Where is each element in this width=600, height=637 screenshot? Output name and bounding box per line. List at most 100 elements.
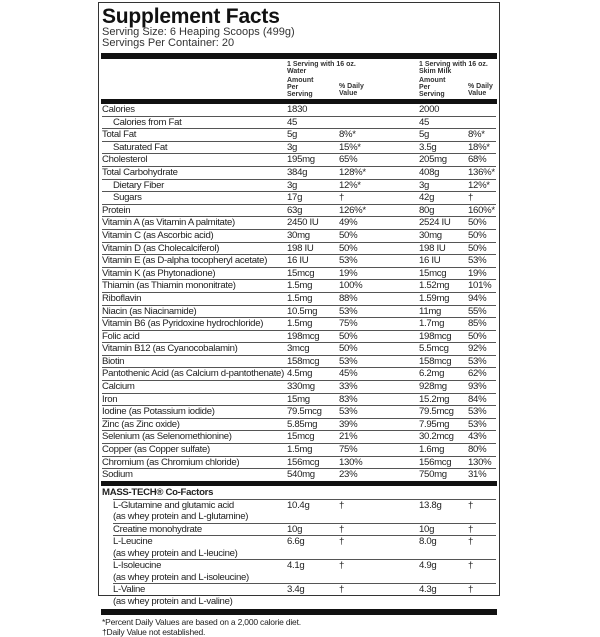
amount-milk: 10g [419, 523, 435, 535]
amount-milk: 13.8g [419, 499, 442, 511]
nutrient-row: Pantothenic Acid (as Calcium d-pantothen… [102, 368, 496, 382]
amount-water: 198 IU [287, 242, 314, 254]
amount-milk: 7.95mg [419, 418, 450, 430]
divider-bar [101, 53, 497, 59]
cofactor-source: (as whey protein and L-isoleucine) [113, 571, 249, 583]
amount-milk: 750mg [419, 469, 447, 481]
dv-water: 100% [339, 280, 363, 292]
nutrient-name: Sodium [102, 469, 133, 481]
amount-milk: 156mcg [419, 456, 452, 468]
dv-milk: 55% [468, 305, 487, 317]
dv-water: 33% [339, 381, 358, 393]
nutrient-name: Thiamin (as Thiamin mononitrate) [102, 280, 236, 292]
cofactor-name: Creatine monohydrate [113, 523, 202, 535]
dv-milk: 136%* [468, 166, 495, 178]
amount-water: 3g [287, 141, 298, 153]
divider-bar [101, 609, 497, 616]
dv-milk: 53% [468, 418, 487, 430]
dv-water: † [339, 536, 345, 548]
nutrient-row: Biotin 158mcg 53% 158mcg 53% [102, 356, 496, 369]
amount-water: 15mg [287, 393, 310, 405]
amount-water: 30mg [287, 229, 310, 241]
nutrient-row: Vitamin A (as Vitamin A palmitate) 2450 I… [102, 217, 496, 230]
dv-water: 49% [339, 217, 358, 229]
nutrient-name: Biotin [102, 355, 125, 367]
nutrient-row: Folic acid 198mcg 50% 198mcg 50% [102, 331, 496, 344]
dv-milk: † [468, 584, 474, 596]
amount-milk: 3g [419, 179, 430, 191]
dv-water: 50% [339, 229, 358, 241]
dv-water: 83% [339, 393, 358, 405]
dv-milk: 8%* [468, 129, 485, 141]
cofactor-row: Creatine monohydrate 10g † 10g † [113, 522, 496, 536]
amount-milk: 1.6mg [419, 444, 445, 456]
amount-milk: 11mg [419, 305, 442, 317]
dv-water: 53% [339, 255, 358, 267]
cofactor-name: L-Isoleucine [113, 560, 162, 572]
amount-header-water: Amount Per Serving [287, 77, 314, 98]
amount-water: 6.6g [287, 536, 305, 548]
amount-water: 384g [287, 166, 308, 178]
cofactor-row: L-Valine (as whey protein and L-valine) 3.… [113, 583, 496, 607]
nutrient-row: Vitamin B12 (as Cyanocobalamin) 3mcg 50% 5.… [102, 343, 496, 356]
amount-water: 540mg [287, 469, 315, 481]
amount-water: 1.5mg [287, 444, 313, 456]
amount-water: 3.4g [287, 584, 305, 596]
dv-water: 45% [339, 368, 358, 380]
dv-water: 50% [339, 330, 358, 342]
footnote-dagger: †Daily Value not established. [102, 627, 206, 637]
dv-milk: 50% [468, 229, 487, 241]
amount-water: 5.85mg [287, 418, 318, 430]
amount-milk: 15.2mg [419, 393, 450, 405]
nutrient-name: Iron [102, 393, 118, 405]
dv-milk: 84% [468, 393, 487, 405]
dv-milk: † [468, 499, 474, 511]
dv-water: † [339, 584, 345, 596]
amount-water: 1.5mg [287, 280, 313, 292]
column-headers: 1 Serving with 16 oz. Water 1 Serving wi… [102, 59, 496, 99]
cofactor-source: (as whey protein and L-valine) [113, 595, 233, 607]
dv-water: † [339, 192, 345, 204]
divider-bar [101, 99, 497, 104]
nutrient-row: Cholesterol 195mg 65% 205mg 68% [102, 154, 496, 167]
amount-water: 1830 [287, 104, 308, 115]
amount-milk: 80g [419, 204, 435, 216]
nutrient-row: Calcium 330mg 33% 928mg 93% [102, 381, 496, 394]
nutrient-name: Saturated Fat [113, 141, 168, 153]
nutrient-row: Calories from Fat 45 45 [102, 117, 496, 130]
amount-milk: 30.2mcg [419, 431, 454, 443]
amount-milk: 15mcg [419, 267, 447, 279]
divider-bar [101, 480, 497, 486]
dv-header-milk: % Daily Value [468, 83, 493, 97]
nutrient-name: Riboflavin [102, 292, 142, 304]
dv-water: 53% [339, 355, 358, 367]
dv-milk: 101% [468, 280, 492, 292]
cofactor-row: L-Leucine (as whey protein and L-leucine)… [113, 535, 496, 559]
amount-milk: 2000 [419, 104, 440, 115]
servings-per-container: Servings Per Container: 20 [102, 37, 235, 49]
dv-water: 21% [339, 431, 358, 443]
dv-header-water: % Daily Value [339, 83, 364, 97]
dv-milk: 53% [468, 355, 487, 367]
dv-milk: 53% [468, 255, 487, 267]
nutrient-row: Vitamin B6 (as Pyridoxine hydrochloride)… [102, 318, 496, 331]
dv-milk: 50% [468, 242, 487, 254]
amount-water: 16 IU [287, 255, 309, 267]
nutrient-row: Niacin (as Niacinamide) 10.5mg 53% 11mg 55% [102, 306, 496, 319]
nutrient-row: Copper (as Copper sulfate) 1.5mg 75% 1.6mg 8… [102, 444, 496, 457]
cofactor-row: L-Glutamine and glutamic acid (as whey pr… [113, 498, 496, 523]
dv-milk: 160%* [468, 204, 495, 216]
amount-water: 79.5mcg [287, 406, 322, 418]
dv-water: 15%* [339, 141, 361, 153]
dv-water: † [339, 499, 345, 511]
dv-milk: 18%* [468, 141, 490, 153]
amount-milk: 1.59mg [419, 292, 450, 304]
dv-water: † [339, 560, 345, 572]
dv-milk: 85% [468, 318, 487, 330]
nutrient-row: Riboflavin 1.5mg 88% 1.59mg 94% [102, 293, 496, 306]
amount-header-milk: Amount Per Serving [419, 77, 446, 98]
dv-water: 130% [339, 456, 363, 468]
amount-milk: 6.2mg [419, 368, 445, 380]
nutrient-row: Vitamin E (as D-alpha tocopheryl acetate… [102, 255, 496, 268]
nutrient-row: Zinc (as Zinc oxide) 5.85mg 39% 7.95mg 53% [102, 419, 496, 432]
